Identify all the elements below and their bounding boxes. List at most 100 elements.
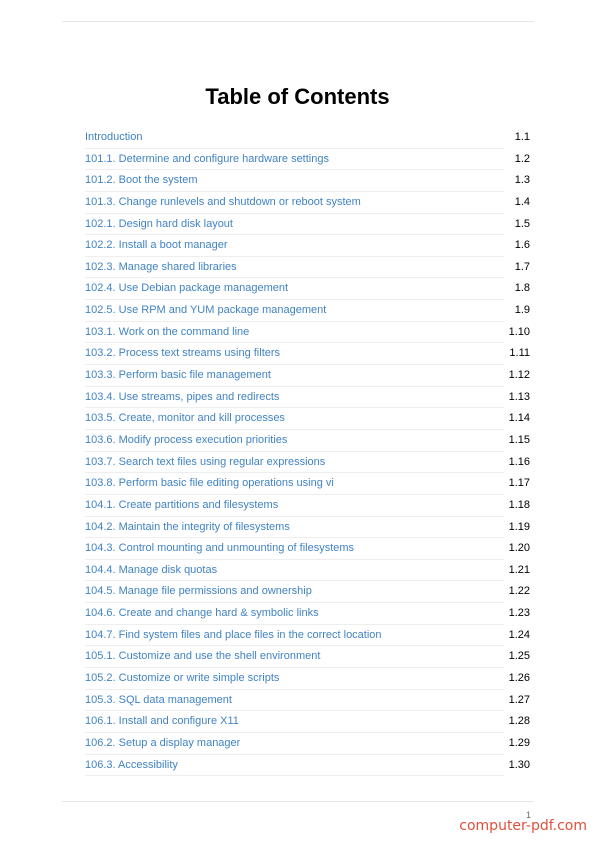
toc-entry-number: 1.11 <box>509 347 530 360</box>
toc-row: 104.2. Maintain the integrity of filesys… <box>85 517 530 539</box>
toc-row-divider <box>85 212 504 214</box>
toc-entry-number: 1.2 <box>514 152 530 165</box>
toc-entry-link[interactable]: 106.3. Accessibility <box>85 758 178 771</box>
toc-row: 105.1. Customize and use the shell envir… <box>85 646 530 669</box>
toc-entry-number: 1.15 <box>508 433 530 446</box>
toc-row-divider <box>85 753 504 755</box>
toc-row-divider <box>85 537 504 539</box>
toc-row: 104.4. Manage disk quotas 1.21 <box>85 560 530 582</box>
toc-row-divider <box>85 580 504 582</box>
toc-entry-number: 1.4 <box>514 195 530 208</box>
toc-row-divider <box>85 710 504 712</box>
toc-entry-number: 1.13 <box>508 390 530 403</box>
toc-row-divider <box>85 299 504 301</box>
toc-row: 103.4. Use streams, pipes and redirects 1… <box>85 387 530 409</box>
toc-entry-number: 1.24 <box>508 628 530 641</box>
toc-entry-link[interactable]: 104.1. Create partitions and filesystems <box>85 498 279 511</box>
toc-entry-link[interactable]: 101.3. Change runlevels and shutdown or … <box>85 195 361 208</box>
toc-entry-link[interactable]: 106.1. Install and configure X11 <box>85 715 239 728</box>
toc-entry-number: 1.28 <box>508 715 530 728</box>
toc-entry-link[interactable]: 102.5. Use RPM and YUM package managemen… <box>85 304 327 317</box>
toc-entry-link[interactable]: 105.3. SQL data management <box>85 693 232 706</box>
toc-entry-link[interactable]: 103.3. Perform basic file management <box>85 369 271 382</box>
header-divider <box>62 21 534 22</box>
toc-row: 106.2. Setup a display manager 1.29 <box>85 733 530 755</box>
table-of-contents: Introduction 1.1 101.1. Determine and conf… <box>85 127 530 777</box>
toc-row-divider <box>85 255 504 257</box>
toc-entry-link[interactable]: 102.1. Design hard disk layout <box>85 217 233 230</box>
toc-entry-link[interactable]: 103.7. Search text files using regular e… <box>85 455 326 468</box>
toc-entry-number: 1.12 <box>508 369 530 382</box>
toc-entry-number: 1.16 <box>508 455 530 468</box>
footer-divider <box>62 801 534 802</box>
toc-entry-number: 1.8 <box>514 282 530 295</box>
toc-entry-number: 1.18 <box>508 498 530 511</box>
toc-entry-link[interactable]: 105.2. Customize or write simple scripts <box>85 672 280 685</box>
toc-row: 101.3. Change runlevels and shutdown or … <box>85 192 530 214</box>
toc-row: 104.5. Manage file permissions and owner… <box>85 581 530 604</box>
toc-entry-link[interactable]: 101.2. Boot the system <box>85 174 198 187</box>
toc-entry-link[interactable]: 103.5. Create, monitor and kill processe… <box>85 412 285 425</box>
toc-row: 103.5. Create, monitor and kill processe… <box>85 408 530 430</box>
toc-row-divider <box>85 667 504 669</box>
toc-entry-number: 1.23 <box>508 607 530 620</box>
toc-entry-link[interactable]: 103.1. Work on the command line <box>85 325 250 338</box>
toc-entry-link[interactable]: 102.4. Use Debian package management <box>85 282 289 295</box>
toc-entry-number: 1.29 <box>508 736 530 749</box>
toc-row: 101.1. Determine and configure hardware … <box>85 149 530 171</box>
toc-entry-link[interactable]: 103.2. Process text streams using filter… <box>85 347 281 360</box>
toc-row-divider <box>85 493 504 495</box>
toc-entry-link[interactable]: 103.6. Modify process execution prioriti… <box>85 433 288 446</box>
toc-entry-link[interactable]: 106.2. Setup a display manager <box>85 736 241 749</box>
toc-row: 103.8. Perform basic file editing operat… <box>85 473 530 495</box>
toc-row-divider <box>85 320 504 322</box>
toc-row-divider <box>85 364 504 366</box>
toc-entry-link[interactable]: 104.3. Control mounting and unmounting o… <box>85 542 355 555</box>
toc-entry-link[interactable]: 104.6. Create and change hard & symbolic… <box>85 607 319 620</box>
toc-entry-number: 1.10 <box>508 325 530 338</box>
toc-entry-number: 1.27 <box>508 693 530 706</box>
toc-entry-link[interactable]: 103.4. Use streams, pipes and redirects <box>85 390 280 403</box>
toc-entry-number: 1.22 <box>508 585 530 598</box>
toc-entry-number: 1.19 <box>508 520 530 533</box>
toc-row: 102.4. Use Debian package management 1.8 <box>85 278 530 301</box>
watermark: computer-pdf.com <box>459 818 587 834</box>
toc-entry-link[interactable]: 103.8. Perform basic file editing operat… <box>85 477 334 490</box>
toc-row: 105.3. SQL data management 1.27 <box>85 690 530 712</box>
toc-entry-number: 1.17 <box>508 477 530 490</box>
toc-row: 102.1. Design hard disk layout 1.5 <box>85 214 530 236</box>
toc-entry-number: 1.30 <box>508 758 530 771</box>
toc-entry-number: 1.5 <box>514 217 530 230</box>
page-title: Table of Contents <box>205 84 390 109</box>
toc-row: 105.2. Customize or write simple scripts… <box>85 668 530 690</box>
toc-row-divider <box>85 775 504 777</box>
toc-row-divider <box>85 428 504 430</box>
toc-entry-link[interactable]: 101.1. Determine and configure hardware … <box>85 152 329 165</box>
toc-entry-link[interactable]: 104.7. Find system files and place files… <box>85 628 382 641</box>
toc-entry-link[interactable]: 104.2. Maintain the integrity of filesys… <box>85 520 290 533</box>
toc-row: 106.3. Accessibility 1.30 <box>85 755 530 777</box>
toc-row-divider <box>85 515 504 517</box>
toc-row: 104.1. Create partitions and filesystems… <box>85 495 530 517</box>
toc-row-divider <box>85 169 504 171</box>
toc-row-divider <box>85 450 504 452</box>
toc-entry-link[interactable]: Introduction <box>85 131 143 143</box>
toc-row: 102.5. Use RPM and YUM package managemen… <box>85 300 530 322</box>
toc-entry-link[interactable]: 102.3. Manage shared libraries <box>85 260 237 273</box>
toc-row-divider <box>85 731 504 733</box>
toc-row: 106.1. Install and configure X11 1.28 <box>85 711 530 733</box>
toc-entry-number: 1.7 <box>514 260 530 273</box>
toc-entry-link[interactable]: 104.5. Manage file permissions and owner… <box>85 585 312 598</box>
toc-row: 103.3. Perform basic file management 1.12 <box>85 365 530 387</box>
toc-entry-link[interactable]: 102.2. Install a boot manager <box>85 239 228 252</box>
toc-row-divider <box>85 645 504 647</box>
toc-entry-number: 1.21 <box>508 563 530 576</box>
toc-entry-link[interactable]: 105.1. Customize and use the shell envir… <box>85 650 321 663</box>
toc-row: 104.7. Find system files and place files… <box>85 625 530 647</box>
toc-entry-link[interactable]: 104.4. Manage disk quotas <box>85 563 218 576</box>
toc-entry-number: 1.6 <box>514 239 530 252</box>
toc-row-divider <box>85 602 504 604</box>
toc-row: 104.6. Create and change hard & symbolic… <box>85 603 530 625</box>
toc-row-divider <box>85 234 504 236</box>
toc-row: 103.1. Work on the command line 1.10 <box>85 322 530 344</box>
